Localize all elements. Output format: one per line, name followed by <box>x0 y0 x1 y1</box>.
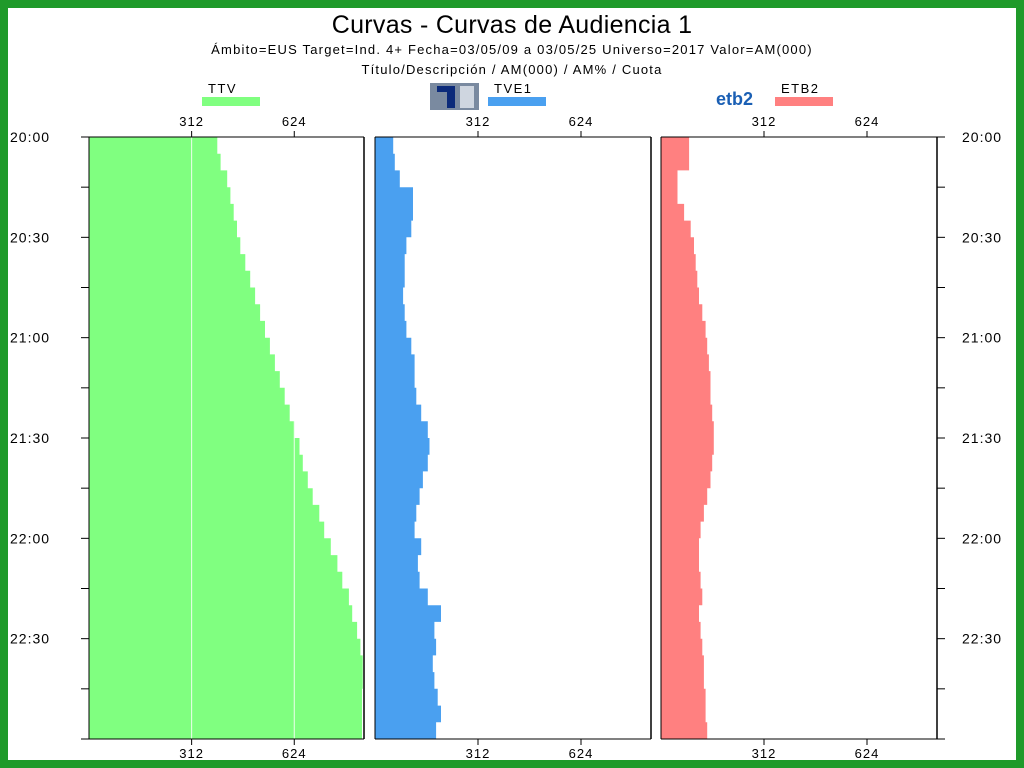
legend-swatch-ttv <box>202 97 260 106</box>
chart-subtitle-metrics: Título/Descripción / AM(000) / AM% / Cuo… <box>361 62 663 77</box>
area-tve1 <box>375 137 441 739</box>
chart-subtitle-filters: Ámbito=EUS Target=Ind. 4+ Fecha=03/05/09… <box>211 42 813 57</box>
legend-swatch-tve1 <box>488 97 546 106</box>
time-label-right-2100: 21:00 <box>962 330 1002 346</box>
tve1-logo-top <box>437 86 451 92</box>
time-label-left-2000: 20:00 <box>10 129 50 145</box>
area-etb2 <box>661 137 714 739</box>
x-tick-label-bottom-ttv-624: 624 <box>282 746 307 761</box>
etb2-logo <box>716 86 766 108</box>
legend-swatch-etb2 <box>775 97 833 106</box>
time-label-left-2100: 21:00 <box>10 330 50 346</box>
etb2-logo-text: etb2 <box>716 89 753 109</box>
tve1-logo-bar <box>447 86 455 108</box>
legend-label-etb2: ETB2 <box>781 81 820 96</box>
chart-title: Curvas - Curvas de Audiencia 1 <box>331 11 693 39</box>
x-tick-label-bottom-tve1-312: 312 <box>466 746 491 761</box>
x-tick-label-top-etb2-312: 312 <box>752 114 777 129</box>
time-label-right-2030: 20:30 <box>962 229 1002 245</box>
x-tick-label-bottom-tve1-624: 624 <box>569 746 594 761</box>
time-label-left-2130: 21:30 <box>10 430 50 446</box>
x-tick-label-top-ttv-624: 624 <box>282 114 307 129</box>
x-tick-label-bottom-ttv-312: 312 <box>179 746 204 761</box>
time-label-left-2030: 20:30 <box>10 229 50 245</box>
x-tick-label-bottom-etb2-624: 624 <box>855 746 880 761</box>
x-tick-label-top-ttv-312: 312 <box>179 114 204 129</box>
legend-label-ttv: TTV <box>208 81 237 96</box>
time-label-left-2200: 22:00 <box>10 530 50 546</box>
tve1-logo-panel <box>460 86 474 108</box>
legend-label-tve1: TVE1 <box>494 81 533 96</box>
x-tick-label-top-tve1-624: 624 <box>569 114 594 129</box>
time-label-right-2130: 21:30 <box>962 430 1002 446</box>
x-tick-label-top-tve1-312: 312 <box>466 114 491 129</box>
time-label-right-2000: 20:00 <box>962 129 1002 145</box>
x-tick-label-bottom-etb2-312: 312 <box>752 746 777 761</box>
time-label-right-2230: 22:30 <box>962 631 1002 647</box>
x-tick-label-top-etb2-624: 624 <box>855 114 880 129</box>
time-label-left-2230: 22:30 <box>10 631 50 647</box>
time-label-right-2200: 22:00 <box>962 530 1002 546</box>
